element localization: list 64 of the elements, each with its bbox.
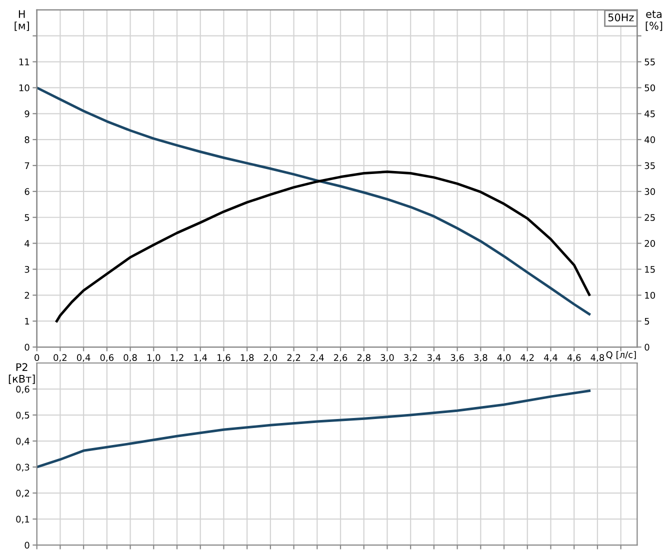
y-tick-label: 0 xyxy=(24,542,30,549)
y-tick-label: 9 xyxy=(24,110,30,118)
y-tick-label: 5 xyxy=(24,214,30,221)
x-tick-label: 0,6 xyxy=(100,354,114,362)
y2-tick-label: 0 xyxy=(644,344,650,351)
y-tick-label: 2 xyxy=(24,292,29,299)
x-tick-label: 1,0 xyxy=(147,354,160,362)
x-tick-label: 4,4 xyxy=(544,354,558,362)
y-tick-label: 0,1 xyxy=(16,516,30,524)
y-tick-label: 3 xyxy=(24,266,30,273)
x-tick-label: 3,0 xyxy=(380,354,394,362)
annotation: 50Hz xyxy=(608,13,634,22)
y2-tick-label: 45 xyxy=(644,110,655,118)
y-tick-label: 0,6 xyxy=(16,386,30,394)
x-tick-label: 4,8 xyxy=(590,354,604,362)
x-axis-title: Q [л/с] xyxy=(606,351,636,360)
x-tick-label: 1,8 xyxy=(240,354,254,362)
y-tick-label: 4 xyxy=(24,240,30,247)
y2-tick-label: 35 xyxy=(644,162,655,170)
x-tick-label: 3,4 xyxy=(427,354,441,362)
y2-tick-label: 30 xyxy=(644,188,656,195)
x-tick-label: 0,2 xyxy=(54,354,66,362)
x-tick-label: 1,2 xyxy=(170,354,184,362)
y-axis-title: H [м] xyxy=(14,10,29,31)
y-tick-label: 8 xyxy=(24,136,30,144)
y-tick-label: 1 xyxy=(25,318,30,325)
y2-tick-label: 10 xyxy=(645,292,656,299)
y-tick-label: 7 xyxy=(24,162,30,169)
x-tick-label: 4,2 xyxy=(520,354,534,362)
y2-axis-title: eta [%] xyxy=(646,10,662,31)
x-tick-label: 3,6 xyxy=(450,354,464,362)
x-tick-label: 1,4 xyxy=(194,354,208,362)
y2-tick-label: 15 xyxy=(645,266,655,273)
y2-tick-label: 55 xyxy=(644,58,655,66)
y2-tick-label: 5 xyxy=(644,318,650,325)
x-tick-label: 1,6 xyxy=(218,354,230,362)
y-tick-label: 0,4 xyxy=(16,438,30,446)
x-tick-label: 0,4 xyxy=(76,354,90,362)
y-axis-title: P2 [кВт] xyxy=(8,363,35,384)
y2-tick-label: 50 xyxy=(644,84,656,92)
y2-tick-label: 40 xyxy=(644,136,656,144)
x-tick-label: 4,6 xyxy=(567,354,581,362)
y-tick-label: 11 xyxy=(19,58,30,66)
x-tick-label: 2,0 xyxy=(264,354,278,362)
line-series xyxy=(36,390,591,468)
y-tick-label: 0,2 xyxy=(16,490,29,498)
x-tick-label: 0,8 xyxy=(124,354,137,362)
y-tick-label: 6 xyxy=(24,188,30,195)
y-tick-label: 0,3 xyxy=(16,464,30,472)
x-tick-label: 2,6 xyxy=(334,354,348,362)
x-tick-label: 0 xyxy=(34,354,40,361)
y2-tick-label: 20 xyxy=(644,240,656,247)
x-tick-label: 2,8 xyxy=(357,354,370,362)
y-tick-label: 0 xyxy=(24,344,30,351)
y-tick-label: 0,5 xyxy=(16,412,30,420)
y-tick-label: 10 xyxy=(19,84,30,92)
x-tick-label: 3,2 xyxy=(404,354,417,362)
x-tick-label: 2,4 xyxy=(310,354,324,362)
line-series xyxy=(55,170,591,322)
y2-tick-label: 25 xyxy=(644,214,655,221)
x-tick-label: 2,2 xyxy=(287,354,300,362)
line-series xyxy=(36,86,591,316)
x-tick-label: 4,0 xyxy=(497,354,511,362)
x-tick-label: 3,8 xyxy=(474,354,488,362)
